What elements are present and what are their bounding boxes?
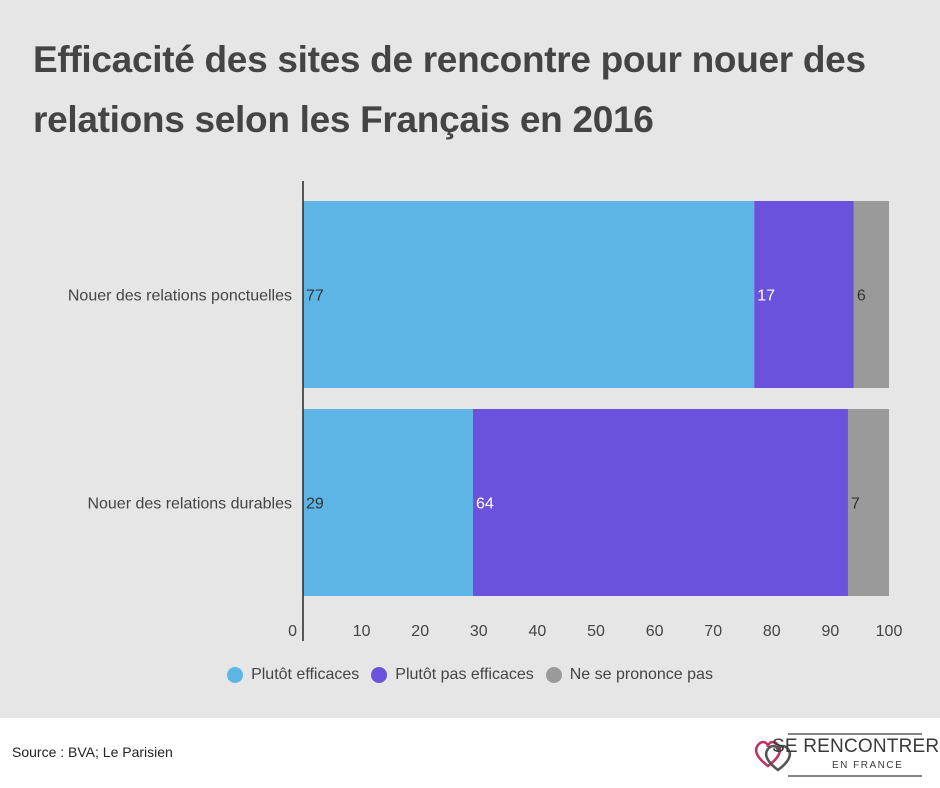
bar-segment: [847, 409, 889, 596]
legend-item: Plutôt efficaces: [227, 666, 359, 684]
x-tick-label: 0: [288, 623, 297, 640]
chart-legend: Plutôt efficaces Plutôt pas efficaces Ne s…: [0, 666, 940, 684]
x-tick-label: 100: [876, 623, 903, 640]
category-label: Nouer des relations durables: [87, 496, 292, 513]
legend-item: Plutôt pas efficaces: [371, 666, 534, 684]
category-label: Nouer des relations ponctuelles: [68, 288, 292, 305]
data-label: 77: [306, 288, 324, 305]
x-tick-label: 90: [822, 623, 840, 640]
bar-segment: [303, 201, 755, 388]
x-tick-label: 20: [411, 623, 429, 640]
stacked-bar-chart: 77 17 6 Nouer des relations ponctuelles 29 64…: [68, 181, 903, 641]
bar-segment: [853, 201, 889, 388]
data-label: 7: [851, 496, 860, 513]
legend-label: Plutôt pas efficaces: [395, 666, 534, 683]
data-label: 17: [757, 288, 775, 305]
legend-label: Ne se prononce pas: [569, 666, 713, 683]
brand-logo: SE RENCONTRER EN FRANCE: [752, 730, 939, 780]
bar-segment: [754, 201, 854, 388]
two-hearts-icon: [754, 733, 922, 777]
data-label: 6: [857, 288, 866, 305]
bar-segment: [472, 409, 848, 596]
x-tick-label: 30: [470, 623, 488, 640]
bar-segment: [303, 409, 473, 596]
logo-text-line1: SE RENCONTRER: [772, 736, 940, 757]
x-tick-label: 60: [646, 623, 664, 640]
x-tick-label: 40: [529, 623, 547, 640]
x-tick-label: 80: [763, 623, 781, 640]
chart-title: Efficacité des sites de rencontre pour n…: [33, 39, 866, 140]
data-label: 29: [306, 496, 324, 513]
legend-item: Ne se prononce pas: [545, 666, 713, 684]
legend-swatch: [227, 667, 244, 683]
source-note: Source : BVA; Le Parisien: [12, 744, 173, 760]
x-tick-label: 70: [704, 623, 722, 640]
legend-label: Plutôt efficaces: [251, 666, 360, 683]
legend-swatch: [371, 667, 388, 683]
legend-swatch: [545, 667, 562, 683]
x-tick-label: 50: [587, 623, 605, 640]
data-label: 64: [476, 496, 494, 513]
logo-text-line2: EN FRANCE: [832, 760, 904, 771]
x-tick-label: 10: [353, 623, 371, 640]
